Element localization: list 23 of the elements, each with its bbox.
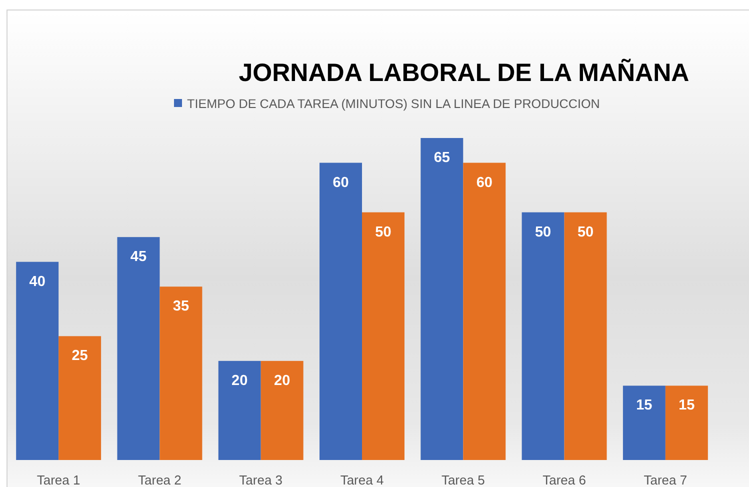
x-tick-label: Tarea 7 bbox=[644, 472, 688, 487]
x-tick-label: Tarea 2 bbox=[138, 472, 182, 487]
x-tick-label: Tarea 5 bbox=[441, 472, 485, 487]
chart-title: JORNADA LABORAL DE LA MAÑANA bbox=[238, 58, 690, 87]
data-label: 40 bbox=[29, 274, 46, 290]
x-tick-label: Tarea 1 bbox=[36, 472, 80, 487]
data-label: 60 bbox=[332, 174, 349, 191]
data-label: 20 bbox=[232, 372, 248, 389]
data-label: 50 bbox=[375, 224, 392, 240]
x-tick-label: Tarea 4 bbox=[340, 472, 384, 487]
data-label: 60 bbox=[476, 174, 492, 191]
data-label: 65 bbox=[434, 150, 450, 166]
data-label: 15 bbox=[636, 398, 652, 414]
data-label: 15 bbox=[678, 398, 695, 414]
data-label: 35 bbox=[172, 298, 190, 315]
legend-label: TIEMPO DE CADA TAREA (MINUTOS) SIN LA LINEA DE PRODUCCION bbox=[187, 97, 600, 111]
data-label: 50 bbox=[534, 224, 552, 240]
x-tick-label: Tarea 3 bbox=[239, 472, 283, 487]
data-label: 20 bbox=[274, 372, 290, 389]
data-label: 50 bbox=[577, 224, 594, 240]
data-label: 25 bbox=[72, 348, 88, 364]
x-tick-label: Tarea 6 bbox=[542, 472, 586, 487]
data-label: 45 bbox=[130, 249, 147, 266]
